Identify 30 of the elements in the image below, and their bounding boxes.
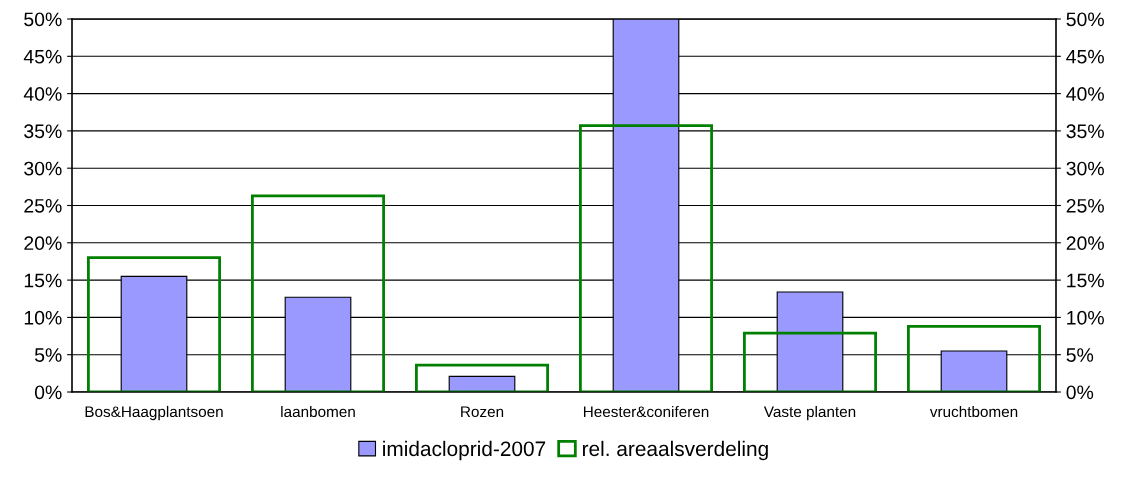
y-tick-label: 5% bbox=[34, 348, 62, 362]
x-tick-label: Rozen bbox=[461, 406, 504, 418]
y-tick-label: 25% bbox=[24, 198, 62, 213]
y2-tick-label: 15% bbox=[1067, 273, 1104, 288]
y2-tick-label: 35% bbox=[1066, 124, 1104, 139]
y-tick-label: 20% bbox=[24, 236, 62, 251]
y-tick-label: 0% bbox=[34, 385, 62, 400]
y-tick-label: 30% bbox=[24, 161, 62, 176]
x-tick-label: Heester&coniferen bbox=[583, 405, 709, 418]
y2-tick-label: 25% bbox=[1066, 198, 1104, 213]
y-tick-label: 40% bbox=[23, 87, 62, 101]
legend-label: imidacloprid-2007 bbox=[383, 440, 546, 461]
y-tick-label: 10% bbox=[24, 310, 62, 325]
x-tick-label: Bos&Haagplantsoen bbox=[85, 405, 223, 421]
y2-tick-label: 0% bbox=[1066, 385, 1094, 400]
y2-tick-label: 50% bbox=[1066, 12, 1104, 27]
y2-tick-label: 45% bbox=[1066, 49, 1104, 64]
y-tick-label: 35% bbox=[24, 124, 62, 139]
x-tick-label: laanbomen bbox=[281, 405, 355, 418]
y2-tick-label: 30% bbox=[1066, 161, 1104, 176]
y-tick-label: 50% bbox=[24, 12, 62, 27]
x-tick-label: vruchtbomen bbox=[929, 405, 1018, 418]
y2-tick-label: 20% bbox=[1066, 236, 1104, 251]
y-tick-label: 45% bbox=[23, 49, 62, 64]
y-tick-label: 15% bbox=[24, 273, 62, 288]
y2-tick-label: 40% bbox=[1066, 87, 1104, 101]
x-tick-label: Vaste planten bbox=[763, 405, 856, 421]
legend-label: rel. areaalsverdeling bbox=[582, 440, 768, 461]
y2-tick-label: 5% bbox=[1066, 348, 1094, 362]
y2-tick-label: 10% bbox=[1067, 310, 1104, 325]
